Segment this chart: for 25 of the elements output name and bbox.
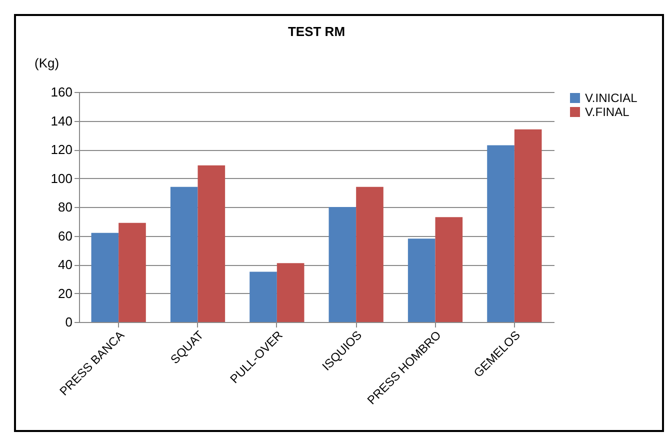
legend-label: V.FINAL [585,105,630,119]
bar [408,238,436,322]
y-tick-label: 60 [58,228,72,244]
y-tick-label: 140 [50,113,72,128]
y-tick-label: 80 [58,200,72,214]
bar [435,217,463,322]
bar [91,232,119,322]
y-tick-label: 160 [50,84,72,100]
y-tick-label: 40 [58,257,72,272]
legend-label: V.INICIAL [585,91,638,105]
bar [198,165,226,322]
y-tick-label: 20 [58,286,72,301]
bar [328,207,356,322]
chart-title: TEST RM [288,24,346,39]
bar [118,222,146,322]
bar [356,186,384,322]
y-tick-label: 0 [65,314,72,330]
bar [250,272,277,322]
y-axis-title: (Kg) [34,56,60,70]
y-tick-label: 100 [50,170,72,186]
bar [170,186,198,322]
bar [276,263,304,322]
bar [514,129,542,322]
y-tick-label: 120 [50,142,72,157]
bar [487,145,514,322]
